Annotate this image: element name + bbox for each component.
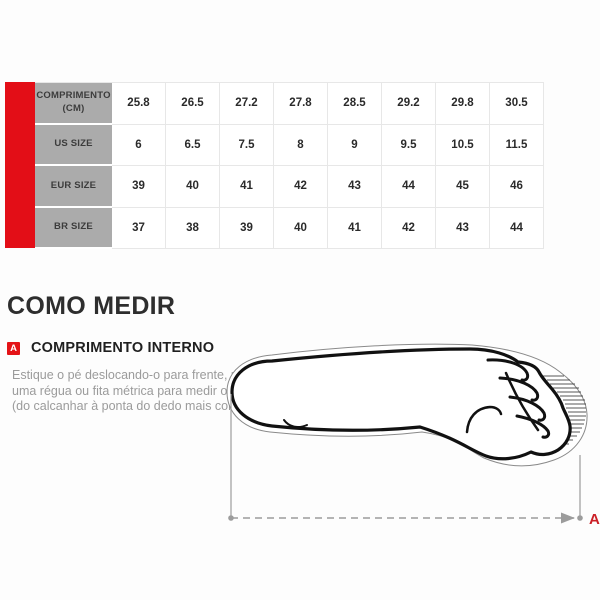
- cm-size-cell: 30.5: [490, 83, 544, 125]
- eur-size-cell: 42: [274, 166, 328, 208]
- br-size-cell: 40: [274, 207, 328, 249]
- row-header-line2: (CM): [62, 102, 85, 114]
- br-size-cell: 37: [112, 207, 166, 249]
- arrow-right-icon: [561, 512, 575, 524]
- guide-dot-right: [577, 515, 583, 521]
- us-size-cell: 9: [328, 124, 382, 166]
- row-header-line1: US SIZE: [54, 138, 93, 150]
- row-header-line1: COMPRIMENTO: [36, 90, 111, 102]
- row-header-br-size: BR SIZE: [35, 207, 112, 249]
- row-header-us-size: US SIZE: [35, 124, 112, 166]
- us-size-cell: 9.5: [382, 124, 436, 166]
- foot-outline: [230, 347, 572, 461]
- us-size-cell: 8: [274, 124, 328, 166]
- br-size-cell: 44: [490, 207, 544, 249]
- heel-crease: [283, 419, 308, 429]
- measurement-guides: [230, 394, 581, 519]
- br-size-cell: 38: [166, 207, 220, 249]
- instruction-line: (do calcanhar à ponta do dedo mais compr…: [12, 399, 274, 413]
- cm-size-cell: 29.2: [382, 83, 436, 125]
- eur-size-cell: 45: [436, 166, 490, 208]
- row-header-line1: EUR SIZE: [50, 179, 97, 191]
- measure-label-a: A: [589, 511, 600, 528]
- instruction-line: uma régua ou fita métrica para medir o p…: [12, 383, 245, 398]
- big-toe-crease: [504, 371, 540, 432]
- cm-size-cell: 26.5: [166, 83, 220, 125]
- us-size-cell: 7.5: [220, 124, 274, 166]
- eur-size-cell: 40: [166, 166, 220, 208]
- eur-size-cell: 39: [112, 166, 166, 208]
- us-size-cell: 6.5: [166, 124, 220, 166]
- eur-size-cell: 43: [328, 166, 382, 208]
- us-size-cell: 6: [112, 124, 166, 166]
- eur-size-cell: 44: [382, 166, 436, 208]
- row-header-comprimento-cm: COMPRIMENTO (CM): [35, 83, 112, 125]
- guide-dot-left: [228, 515, 234, 521]
- measure-instructions: Estique o pé deslocando-o para frente, u…: [12, 368, 274, 415]
- section-title: COMO MEDIR: [7, 292, 176, 320]
- row-header-eur-size: EUR SIZE: [35, 166, 112, 208]
- us-size-cell: 10.5: [436, 124, 490, 166]
- cm-size-cell: 27.2: [220, 83, 274, 125]
- cm-size-cell: 27.8: [274, 83, 328, 125]
- size-table: COMPRIMENTO (CM) 25.8 26.5 27.2 27.8 28.…: [5, 82, 544, 249]
- cm-size-cell: 25.8: [112, 83, 166, 125]
- us-size-cell: 11.5: [490, 124, 544, 166]
- br-size-cell: 43: [436, 207, 490, 249]
- cm-size-cell: 29.8: [436, 83, 490, 125]
- measure-heading: A COMPRIMENTO INTERNO: [7, 340, 214, 356]
- eur-size-cell: 41: [220, 166, 274, 208]
- size-table-grid: COMPRIMENTO (CM) 25.8 26.5 27.2 27.8 28.…: [35, 82, 544, 249]
- foot-measurement-diagram: A: [226, 343, 600, 528]
- cm-size-cell: 28.5: [328, 83, 382, 125]
- br-size-cell: 41: [328, 207, 382, 249]
- brand-accent-bar: [5, 82, 35, 248]
- br-size-cell: 39: [220, 207, 274, 249]
- eur-size-cell: 46: [490, 166, 544, 208]
- marker-a-badge: A: [7, 341, 20, 355]
- measure-subtitle: COMPRIMENTO INTERNO: [31, 340, 215, 356]
- row-header-line1: BR SIZE: [54, 221, 93, 233]
- br-size-cell: 42: [382, 207, 436, 249]
- ball-of-foot-crease: [465, 405, 503, 434]
- instruction-line: Estique o pé deslocando-o para frente, u…: [12, 368, 252, 382]
